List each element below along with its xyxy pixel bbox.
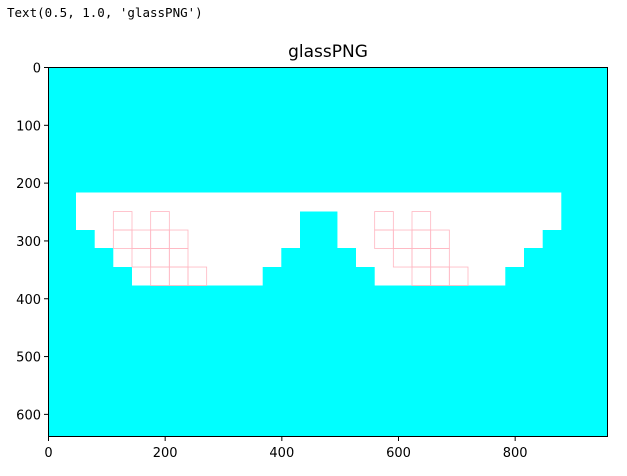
- glasses-bridge-gap: [300, 211, 338, 248]
- x-tick-label: 600: [386, 446, 411, 461]
- y-tick-label: 200: [16, 177, 41, 192]
- x-tick-label: 200: [153, 446, 178, 461]
- x-axis-ticks: 0 200 400 600 800: [44, 437, 528, 461]
- y-tick-label: 500: [16, 351, 41, 366]
- lens-pixel-outline: [448, 266, 469, 286]
- lens-pixel-outline: [131, 248, 152, 268]
- image-area: [48, 67, 608, 437]
- y-tick-label: 600: [16, 408, 41, 423]
- lens-pixel-outline: [392, 248, 413, 268]
- lens-pixel-outline: [411, 266, 432, 286]
- y-tick-label: 0: [33, 62, 41, 77]
- y-tick-label: 100: [16, 119, 41, 134]
- glasses-shape: [76, 192, 562, 286]
- x-tick-label: 0: [44, 446, 52, 461]
- cell-output-text: Text(0.5, 1.0, 'glassPNG'): [7, 5, 203, 20]
- x-tick-label: 400: [269, 446, 294, 461]
- lens-pixel-outlines: [112, 211, 469, 286]
- plot-title: glassPNG: [288, 42, 368, 62]
- lens-pixel-outline: [150, 266, 170, 286]
- y-tick-label: 300: [16, 235, 41, 250]
- lens-pixel-outline: [187, 266, 208, 286]
- y-tick-label: 400: [16, 293, 41, 308]
- lens-pixel-outline: [430, 229, 450, 249]
- axes-frame: [48, 67, 608, 437]
- lens-pixel-outline: [168, 229, 189, 249]
- x-tick-label: 800: [503, 446, 528, 461]
- y-axis-ticks: 0 100 200 300 400 500 600: [16, 62, 48, 423]
